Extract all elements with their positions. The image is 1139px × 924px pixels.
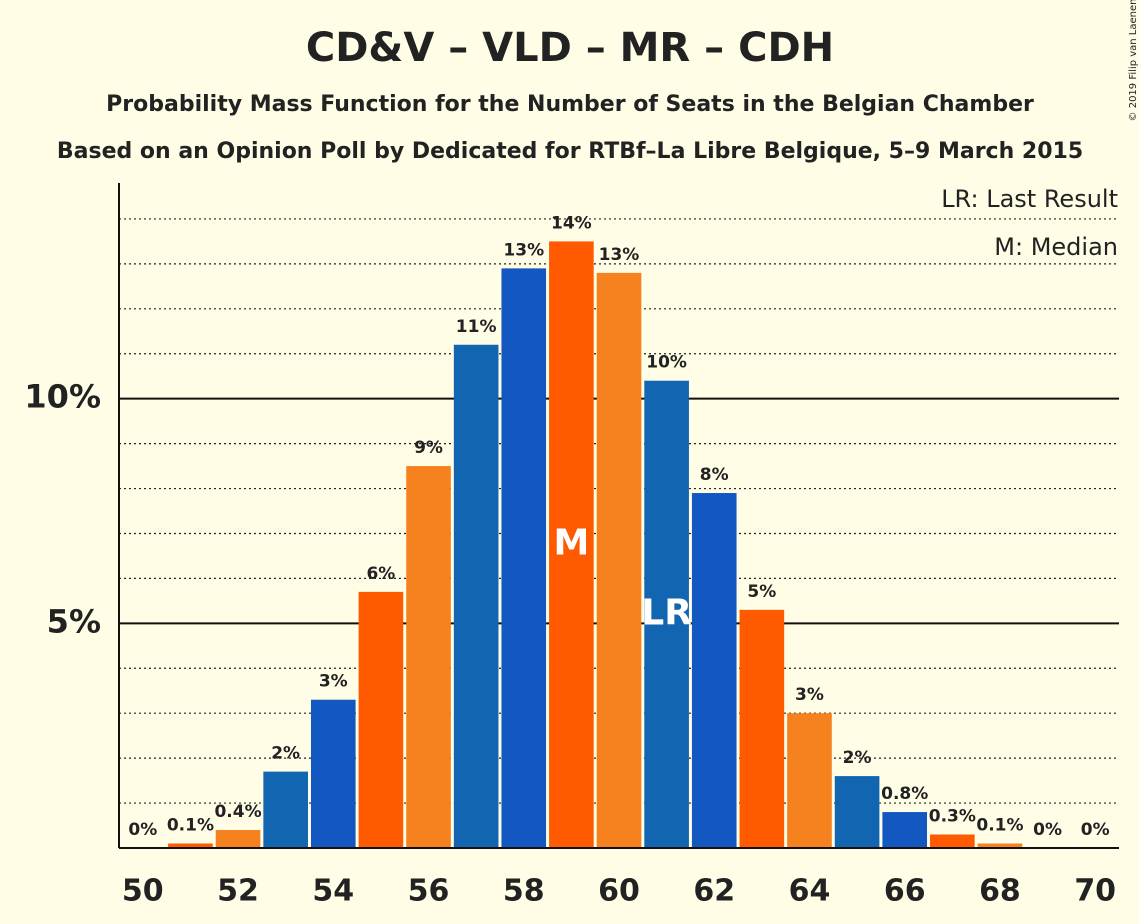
data-label: 0.4%	[214, 802, 261, 822]
x-tick-label: 50	[122, 874, 164, 909]
x-tick-label: 54	[312, 874, 354, 909]
bar	[834, 776, 880, 848]
data-label: 13%	[503, 240, 544, 260]
bar	[501, 268, 547, 849]
bar	[168, 843, 213, 848]
data-label: 2%	[271, 744, 300, 764]
legend-entry: M: Median	[994, 233, 1118, 261]
data-label: 9%	[414, 438, 443, 458]
data-label: 6%	[366, 564, 395, 584]
x-tick-label: 52	[217, 874, 259, 909]
bar	[549, 241, 594, 848]
bar	[644, 380, 689, 848]
bar	[263, 771, 308, 848]
data-label: 0%	[1081, 820, 1110, 840]
bar	[787, 713, 832, 848]
y-tick-label: 10%	[24, 378, 101, 416]
data-label: 11%	[456, 317, 497, 337]
x-tick-label: 66	[884, 874, 926, 909]
data-label: 3%	[795, 685, 824, 705]
copyright: © 2019 Filip van Laenen	[1128, 0, 1139, 121]
bar	[882, 812, 928, 848]
annotation: M	[553, 523, 589, 564]
chart-subtitle: Based on an Opinion Poll by Dedicated fo…	[57, 139, 1083, 164]
data-label: 10%	[646, 353, 687, 373]
bar	[977, 843, 1023, 848]
data-label: 13%	[599, 245, 640, 265]
data-label: 0.1%	[167, 816, 214, 836]
x-tick-label: 60	[598, 874, 640, 909]
data-label: 2%	[843, 748, 872, 768]
bar	[358, 591, 404, 848]
legend-entry: LR: Last Result	[941, 185, 1118, 213]
annotation: LR	[641, 592, 692, 633]
data-label: 0.3%	[929, 807, 976, 827]
bar	[215, 830, 261, 848]
data-label: 0%	[128, 820, 157, 840]
data-label: 5%	[747, 582, 776, 602]
data-label: 0%	[1033, 820, 1062, 840]
chart-subtitle: Probability Mass Function for the Number…	[106, 92, 1034, 117]
x-tick-label: 64	[789, 874, 831, 909]
y-tick-label: 5%	[47, 602, 101, 640]
x-tick-label: 70	[1074, 874, 1116, 909]
bar	[453, 344, 499, 848]
x-tick-label: 68	[979, 874, 1021, 909]
x-tick-label: 58	[503, 874, 545, 909]
data-label: 0.8%	[881, 784, 928, 804]
data-label: 8%	[700, 465, 729, 485]
bar	[310, 699, 356, 848]
bar	[691, 493, 737, 848]
data-label: 14%	[551, 213, 592, 233]
x-tick-label: 62	[693, 874, 735, 909]
x-tick-label: 56	[408, 874, 450, 909]
bar	[930, 834, 975, 848]
chart-title: CD&V – VLD – MR – CDH	[306, 25, 834, 71]
bar	[596, 272, 642, 848]
bar	[406, 466, 451, 848]
bar	[739, 609, 785, 848]
data-label: 3%	[319, 672, 348, 692]
data-label: 0.1%	[976, 816, 1023, 836]
